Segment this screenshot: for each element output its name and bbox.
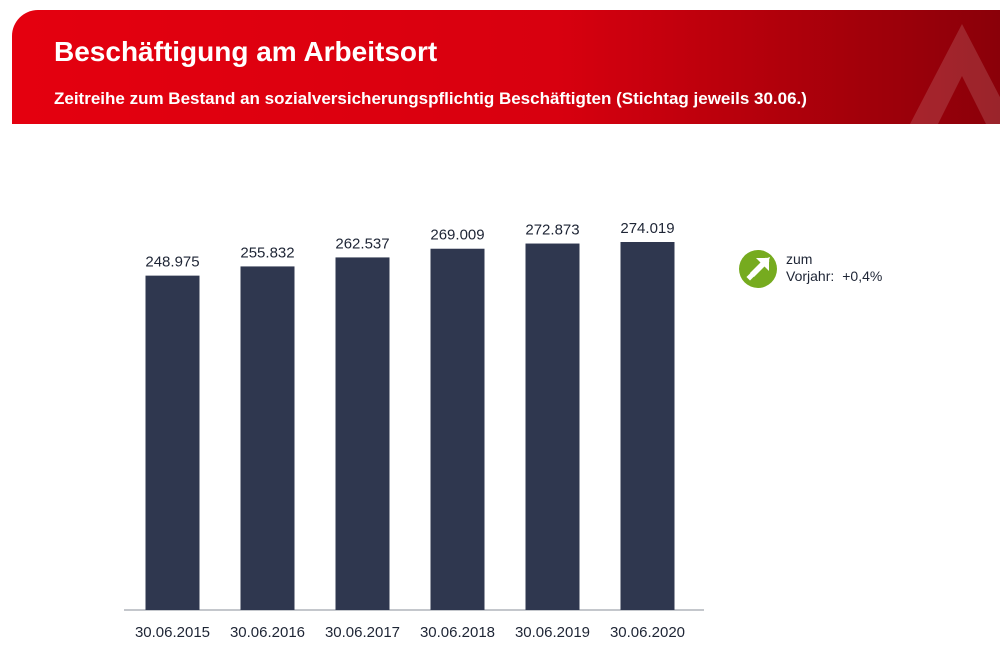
comparison-value: +0,4% (842, 268, 883, 284)
header-banner: Beschäftigung am Arbeitsort Zeitreihe zu… (12, 10, 1000, 124)
bar-30.06.2017 (335, 257, 390, 610)
bar-30.06.2016 (240, 266, 295, 610)
agency-logo-icon (910, 24, 1000, 124)
data-label-30.06.2018: 269.009 (430, 227, 484, 244)
data-label-30.06.2019: 272.873 (525, 222, 579, 239)
comparison-label-text: Vorjahr: (786, 268, 835, 284)
x-tick-label-30.06.2016: 30.06.2016 (230, 624, 305, 641)
x-tick-label-30.06.2017: 30.06.2017 (325, 624, 400, 641)
data-label-30.06.2016: 255.832 (240, 244, 294, 261)
data-label-30.06.2015: 248.975 (145, 254, 199, 271)
page-title: Beschäftigung am Arbeitsort (54, 36, 438, 67)
comparison-label-line2: Vorjahr: +0,4% (786, 268, 882, 284)
x-tick-label-30.06.2015: 30.06.2015 (135, 624, 210, 641)
data-label-30.06.2020: 274.019 (620, 220, 674, 237)
data-label-30.06.2017: 262.537 (335, 235, 389, 252)
arrow-up-right-icon (739, 250, 777, 288)
comparison-label-line1: zum (786, 251, 813, 267)
bar-30.06.2018 (430, 248, 485, 611)
x-tick-label-30.06.2018: 30.06.2018 (420, 624, 495, 641)
bar-30.06.2015 (145, 275, 200, 610)
year-over-year-change: zum Vorjahr: +0,4% (738, 249, 882, 294)
page-subtitle: Zeitreihe zum Bestand an sozialversicher… (54, 89, 807, 108)
x-tick-label-30.06.2020: 30.06.2020 (610, 624, 685, 641)
x-tick-label-30.06.2019: 30.06.2019 (515, 624, 590, 641)
bar-30.06.2019 (525, 243, 580, 610)
bar-30.06.2020 (620, 242, 675, 610)
